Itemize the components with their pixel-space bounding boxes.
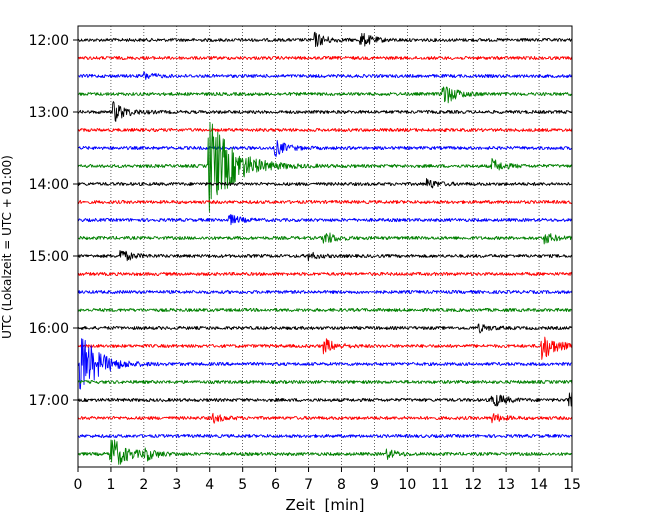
y-tick-label: 13:00 [29, 105, 69, 121]
y-tick-label: 17:00 [29, 393, 69, 409]
trace-1400 [78, 178, 572, 189]
x-tick-label: 4 [205, 477, 214, 493]
trace-1630 [78, 338, 572, 390]
trace-1745 [78, 439, 572, 465]
x-tick-label: 13 [497, 477, 515, 493]
x-axis-label: Zeit [min] [285, 496, 364, 514]
y-axis: 12:00 13:00 14:00 15:00 16:00 17:00 [29, 33, 78, 409]
x-tick-label: 5 [238, 477, 247, 493]
x-tick-label: 10 [398, 477, 416, 493]
x-tick-label: 6 [271, 477, 280, 493]
trace-1515 [78, 271, 572, 277]
trace-1730 [78, 433, 572, 439]
trace-1330 [78, 139, 572, 158]
x-tick-label: 2 [139, 477, 148, 493]
trace-1530 [78, 289, 572, 295]
trace-1300 [78, 101, 572, 122]
x-tick-label: 7 [304, 477, 313, 493]
y-tick-label: 12:00 [29, 33, 69, 49]
trace-1700 [78, 392, 572, 407]
traces-group [78, 31, 572, 465]
x-tick-label: 12 [464, 477, 482, 493]
trace-1345 [78, 121, 572, 212]
x-tick-label: 11 [431, 477, 449, 493]
x-tick-label: 1 [106, 477, 115, 493]
y-tick-label: 16:00 [29, 321, 69, 337]
y-tick-label: 14:00 [29, 177, 69, 193]
trace-1545 [78, 307, 572, 313]
x-tick-label: 8 [337, 477, 346, 493]
x-axis: 0 1 2 3 4 5 6 7 8 9 10 11 12 13 14 15 [74, 467, 581, 493]
trace-1430 [78, 214, 572, 226]
trace-1230 [78, 71, 572, 80]
plot-frame [77, 25, 573, 468]
x-tick-label: 14 [530, 477, 548, 493]
trace-1200 [78, 31, 572, 48]
x-tick-label: 9 [370, 477, 379, 493]
trace-1500 [78, 250, 572, 262]
trace-1245 [78, 86, 572, 104]
trace-1615 [78, 336, 572, 360]
trace-1315 [78, 127, 572, 133]
trace-1445 [78, 232, 572, 245]
x-tick-label: 0 [74, 477, 83, 493]
y-tick-label: 15:00 [29, 249, 69, 265]
trace-1415 [78, 199, 572, 205]
y-axis-label: UTC (Lokalzeit = UTC + 01:00) [0, 155, 14, 339]
trace-1600 [78, 323, 572, 334]
x-tick-label: 15 [563, 477, 581, 493]
trace-1715 [78, 412, 572, 424]
trace-1645 [78, 379, 572, 385]
x-tick-label: 3 [172, 477, 181, 493]
trace-1215 [78, 55, 572, 61]
